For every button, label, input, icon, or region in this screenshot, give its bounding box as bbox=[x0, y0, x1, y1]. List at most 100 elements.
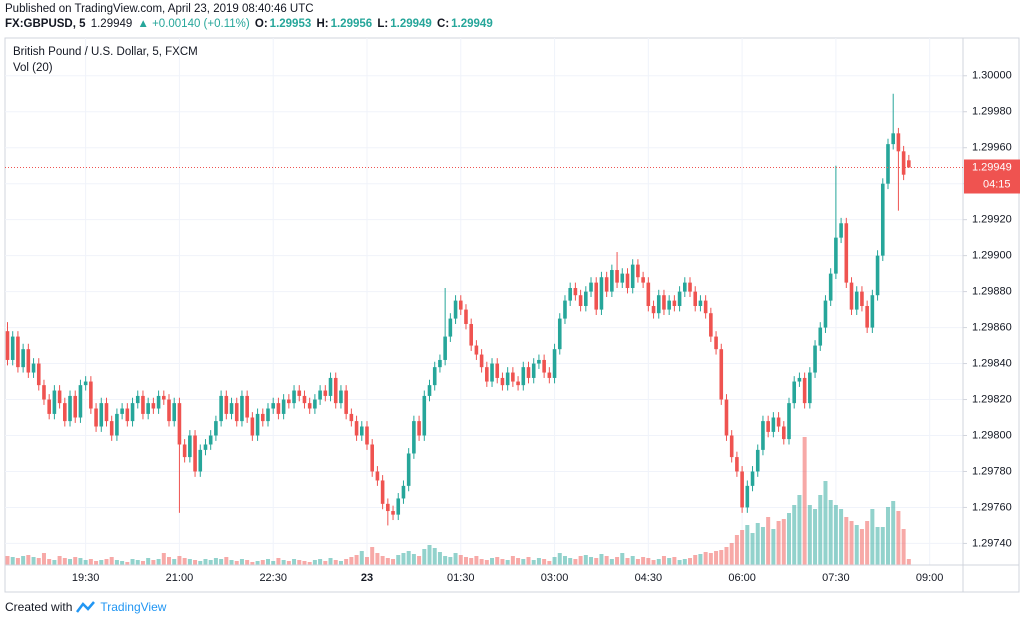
volume-bar bbox=[724, 547, 729, 565]
candle-body bbox=[552, 349, 557, 378]
candle-body bbox=[26, 349, 31, 373]
candle-body bbox=[813, 345, 817, 373]
volume-bar bbox=[755, 523, 760, 565]
footer: Created with TradingView bbox=[5, 600, 166, 614]
candle-body bbox=[797, 377, 802, 382]
volume-bar bbox=[708, 553, 713, 565]
candle-body bbox=[167, 399, 171, 422]
volume-bar bbox=[521, 559, 526, 565]
candle-body bbox=[735, 457, 739, 472]
volume-bar bbox=[406, 551, 411, 565]
volume-bar bbox=[47, 559, 52, 565]
candle-body bbox=[584, 291, 588, 306]
volume-bar bbox=[734, 535, 739, 565]
volume-bar bbox=[286, 561, 291, 565]
candle-body bbox=[625, 273, 630, 289]
volume-bar bbox=[875, 527, 880, 565]
volume-bar bbox=[484, 560, 489, 565]
y-tick-label: 1.29900 bbox=[972, 250, 1012, 262]
volume-bar bbox=[140, 561, 145, 565]
candle-body bbox=[52, 390, 57, 414]
volume-bar bbox=[813, 509, 818, 565]
volume-bar bbox=[114, 560, 119, 565]
candle-body bbox=[94, 408, 98, 427]
candle-body bbox=[354, 421, 359, 436]
candle-body bbox=[73, 395, 78, 418]
candle-body bbox=[589, 282, 593, 292]
volume-bar bbox=[776, 521, 781, 565]
candle-body bbox=[886, 144, 890, 184]
candle-body bbox=[599, 277, 604, 310]
volume-bar bbox=[57, 556, 62, 565]
candle-body bbox=[427, 385, 432, 396]
candle-body bbox=[573, 288, 578, 296]
volume-bar bbox=[698, 554, 703, 565]
volume-bar bbox=[401, 553, 406, 565]
x-tick-label: 23 bbox=[361, 572, 373, 584]
volume-bar bbox=[693, 555, 698, 565]
volume-bar bbox=[125, 562, 130, 565]
candle-body bbox=[255, 413, 260, 436]
volume-bar bbox=[88, 559, 93, 565]
volume-bar bbox=[193, 560, 198, 565]
volume-bar bbox=[625, 558, 630, 565]
candle-body bbox=[276, 403, 281, 414]
y-tick-label: 1.29780 bbox=[972, 465, 1012, 477]
candle-body bbox=[870, 295, 875, 328]
candle-body bbox=[240, 395, 244, 422]
volume-bar bbox=[604, 556, 609, 565]
volume-bar bbox=[833, 505, 838, 565]
candle-body bbox=[63, 403, 67, 422]
candle-body bbox=[490, 363, 494, 382]
brand[interactable]: TradingView bbox=[100, 600, 167, 614]
volume-bar bbox=[802, 437, 807, 565]
volume-bar bbox=[417, 556, 422, 565]
candle-body bbox=[21, 349, 25, 368]
volume-bar bbox=[396, 555, 401, 565]
candle-body bbox=[182, 444, 187, 458]
candle-body bbox=[719, 349, 724, 400]
volume-bar bbox=[375, 553, 380, 565]
volume-bar bbox=[463, 557, 468, 565]
volume-bar bbox=[854, 525, 859, 565]
volume-bar bbox=[219, 559, 224, 565]
candle-body bbox=[89, 381, 93, 409]
x-tick-label: 09:00 bbox=[916, 572, 944, 584]
candle-body bbox=[839, 223, 843, 238]
candle-body bbox=[755, 449, 760, 472]
candle-body bbox=[453, 300, 458, 319]
candle-body bbox=[344, 390, 348, 414]
x-tick-label: 21:00 bbox=[166, 572, 194, 584]
volume-bar bbox=[661, 556, 666, 565]
volume-bar bbox=[15, 558, 20, 565]
y-tick-label: 1.29800 bbox=[972, 429, 1012, 441]
volume-bar bbox=[714, 551, 719, 565]
high-value: 1.29956 bbox=[330, 18, 373, 30]
candle-body bbox=[750, 471, 755, 486]
y-tick-label: 1.29840 bbox=[972, 357, 1012, 369]
candle-body bbox=[172, 403, 177, 422]
candle-layer bbox=[5, 93, 911, 526]
volume-bar bbox=[250, 562, 255, 565]
candle-body bbox=[875, 255, 880, 296]
candle-body bbox=[443, 336, 447, 360]
candle-body bbox=[219, 395, 223, 422]
volume-bar bbox=[703, 552, 708, 565]
candle-body bbox=[224, 395, 229, 414]
candle-body bbox=[333, 377, 338, 404]
candle-body bbox=[662, 295, 666, 310]
volume-bar bbox=[302, 561, 307, 565]
volume-bar bbox=[344, 559, 349, 565]
candle-body bbox=[57, 390, 62, 404]
volume-bar bbox=[385, 558, 390, 565]
volume-bar bbox=[151, 560, 156, 565]
candle-body bbox=[641, 277, 645, 283]
candle-body bbox=[474, 345, 479, 355]
candle-body bbox=[31, 363, 36, 373]
candle-body bbox=[266, 408, 270, 422]
volume-bar bbox=[276, 558, 281, 565]
candle-body bbox=[260, 413, 265, 422]
x-tick-label: 03:00 bbox=[541, 572, 569, 584]
candle-body bbox=[485, 367, 489, 382]
symbol-line: FX:GBPUSD, 5 1.29949 ▲ +0.00140 (+0.11%)… bbox=[5, 18, 495, 30]
